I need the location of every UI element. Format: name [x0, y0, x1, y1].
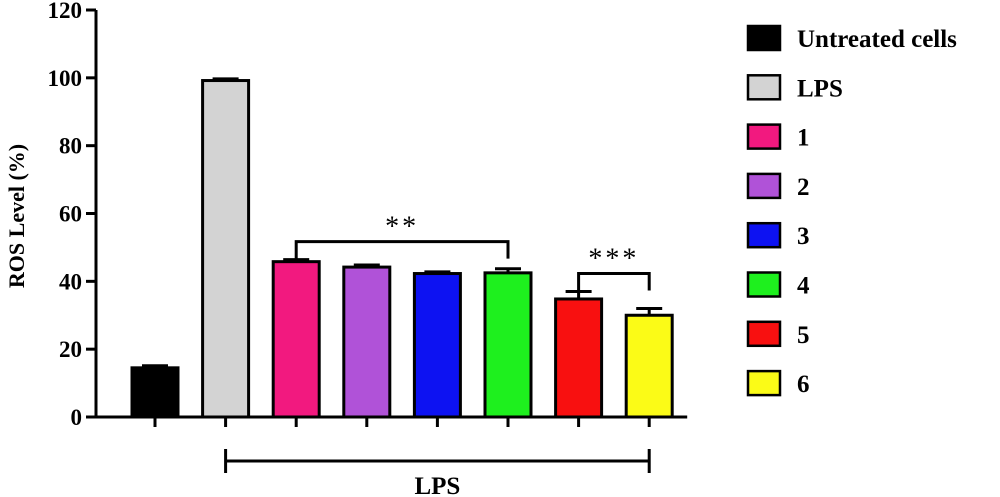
legend-swatch	[746, 74, 782, 101]
bar	[342, 265, 392, 419]
significance-annotations: *****	[294, 212, 651, 291]
legend-label: LPS	[797, 75, 843, 102]
legend-swatch	[746, 271, 782, 298]
x-group-bracket: LPS	[224, 449, 651, 497]
y-tick-label: 120	[48, 0, 83, 23]
legend-label: 4	[797, 273, 810, 300]
bar	[271, 260, 321, 419]
legend: Untreated cells LPS 1 2 3 4 5 6	[746, 24, 957, 398]
y-axis: 0 20 40 60 80 100 120	[48, 0, 688, 430]
y-tick-label: 0	[71, 405, 83, 430]
legend-label: 5	[797, 322, 810, 349]
y-tick-label: 40	[59, 269, 82, 294]
bars	[130, 77, 674, 427]
significance-label: ***	[588, 244, 639, 275]
bar	[412, 272, 462, 419]
legend-swatch	[746, 172, 782, 200]
y-tick-label: 20	[59, 337, 82, 362]
legend-swatch	[746, 221, 782, 249]
bar	[130, 366, 180, 419]
legend-label: 3	[797, 223, 810, 250]
legend-swatch	[746, 320, 782, 348]
bar	[624, 313, 674, 419]
significance-label: **	[385, 212, 419, 243]
significance-bracket	[577, 272, 651, 291]
legend-label: 6	[797, 371, 810, 398]
legend-swatch	[746, 369, 782, 397]
legend-label: 2	[797, 174, 810, 201]
y-tick-label: 100	[48, 66, 83, 91]
legend-swatch	[746, 123, 782, 150]
bar	[201, 79, 251, 419]
significance-bracket	[294, 240, 510, 259]
y-tick-label: 60	[59, 202, 82, 227]
y-axis-label: ROS Level (%)	[4, 144, 29, 288]
y-tick-label: 80	[59, 134, 82, 159]
legend-label: Untreated cells	[797, 26, 957, 53]
legend-label: 1	[797, 125, 810, 152]
bar	[554, 297, 604, 419]
bar	[483, 271, 533, 419]
x-group-label: LPS	[414, 473, 460, 497]
legend-swatch	[746, 24, 782, 52]
